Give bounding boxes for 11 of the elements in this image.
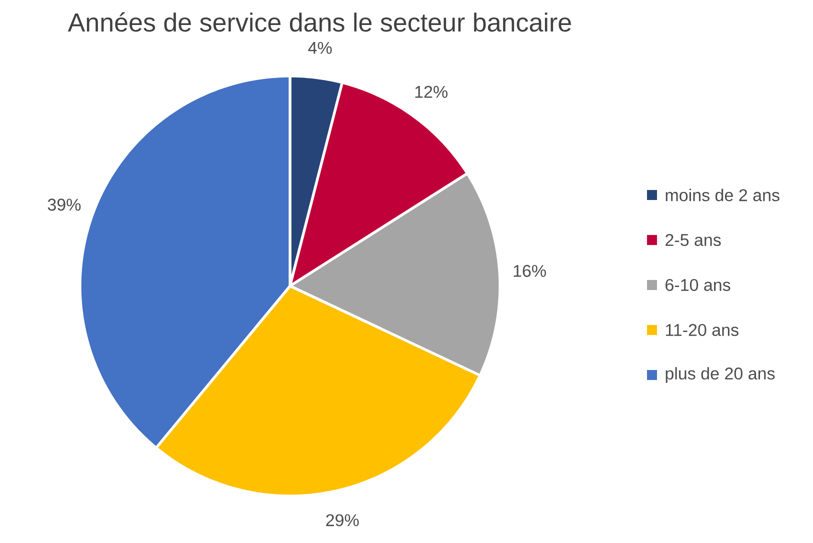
data-label: 29%: [326, 514, 359, 526]
chart-title: Années de service dans le secteur bancaire: [68, 12, 571, 32]
legend-label: 6-10 ans: [666, 278, 730, 292]
legend-label: 2-5 ans: [666, 234, 721, 246]
data-label: 12%: [415, 86, 448, 98]
legend-label: 11-20 ans: [666, 324, 738, 336]
data-label: 16%: [514, 264, 546, 277]
legend-label: moins de 2 ans: [666, 188, 780, 202]
data-label: 39%: [48, 198, 81, 211]
legend-label: plus de 20 ans: [666, 367, 775, 383]
data-label: 4%: [308, 42, 332, 54]
